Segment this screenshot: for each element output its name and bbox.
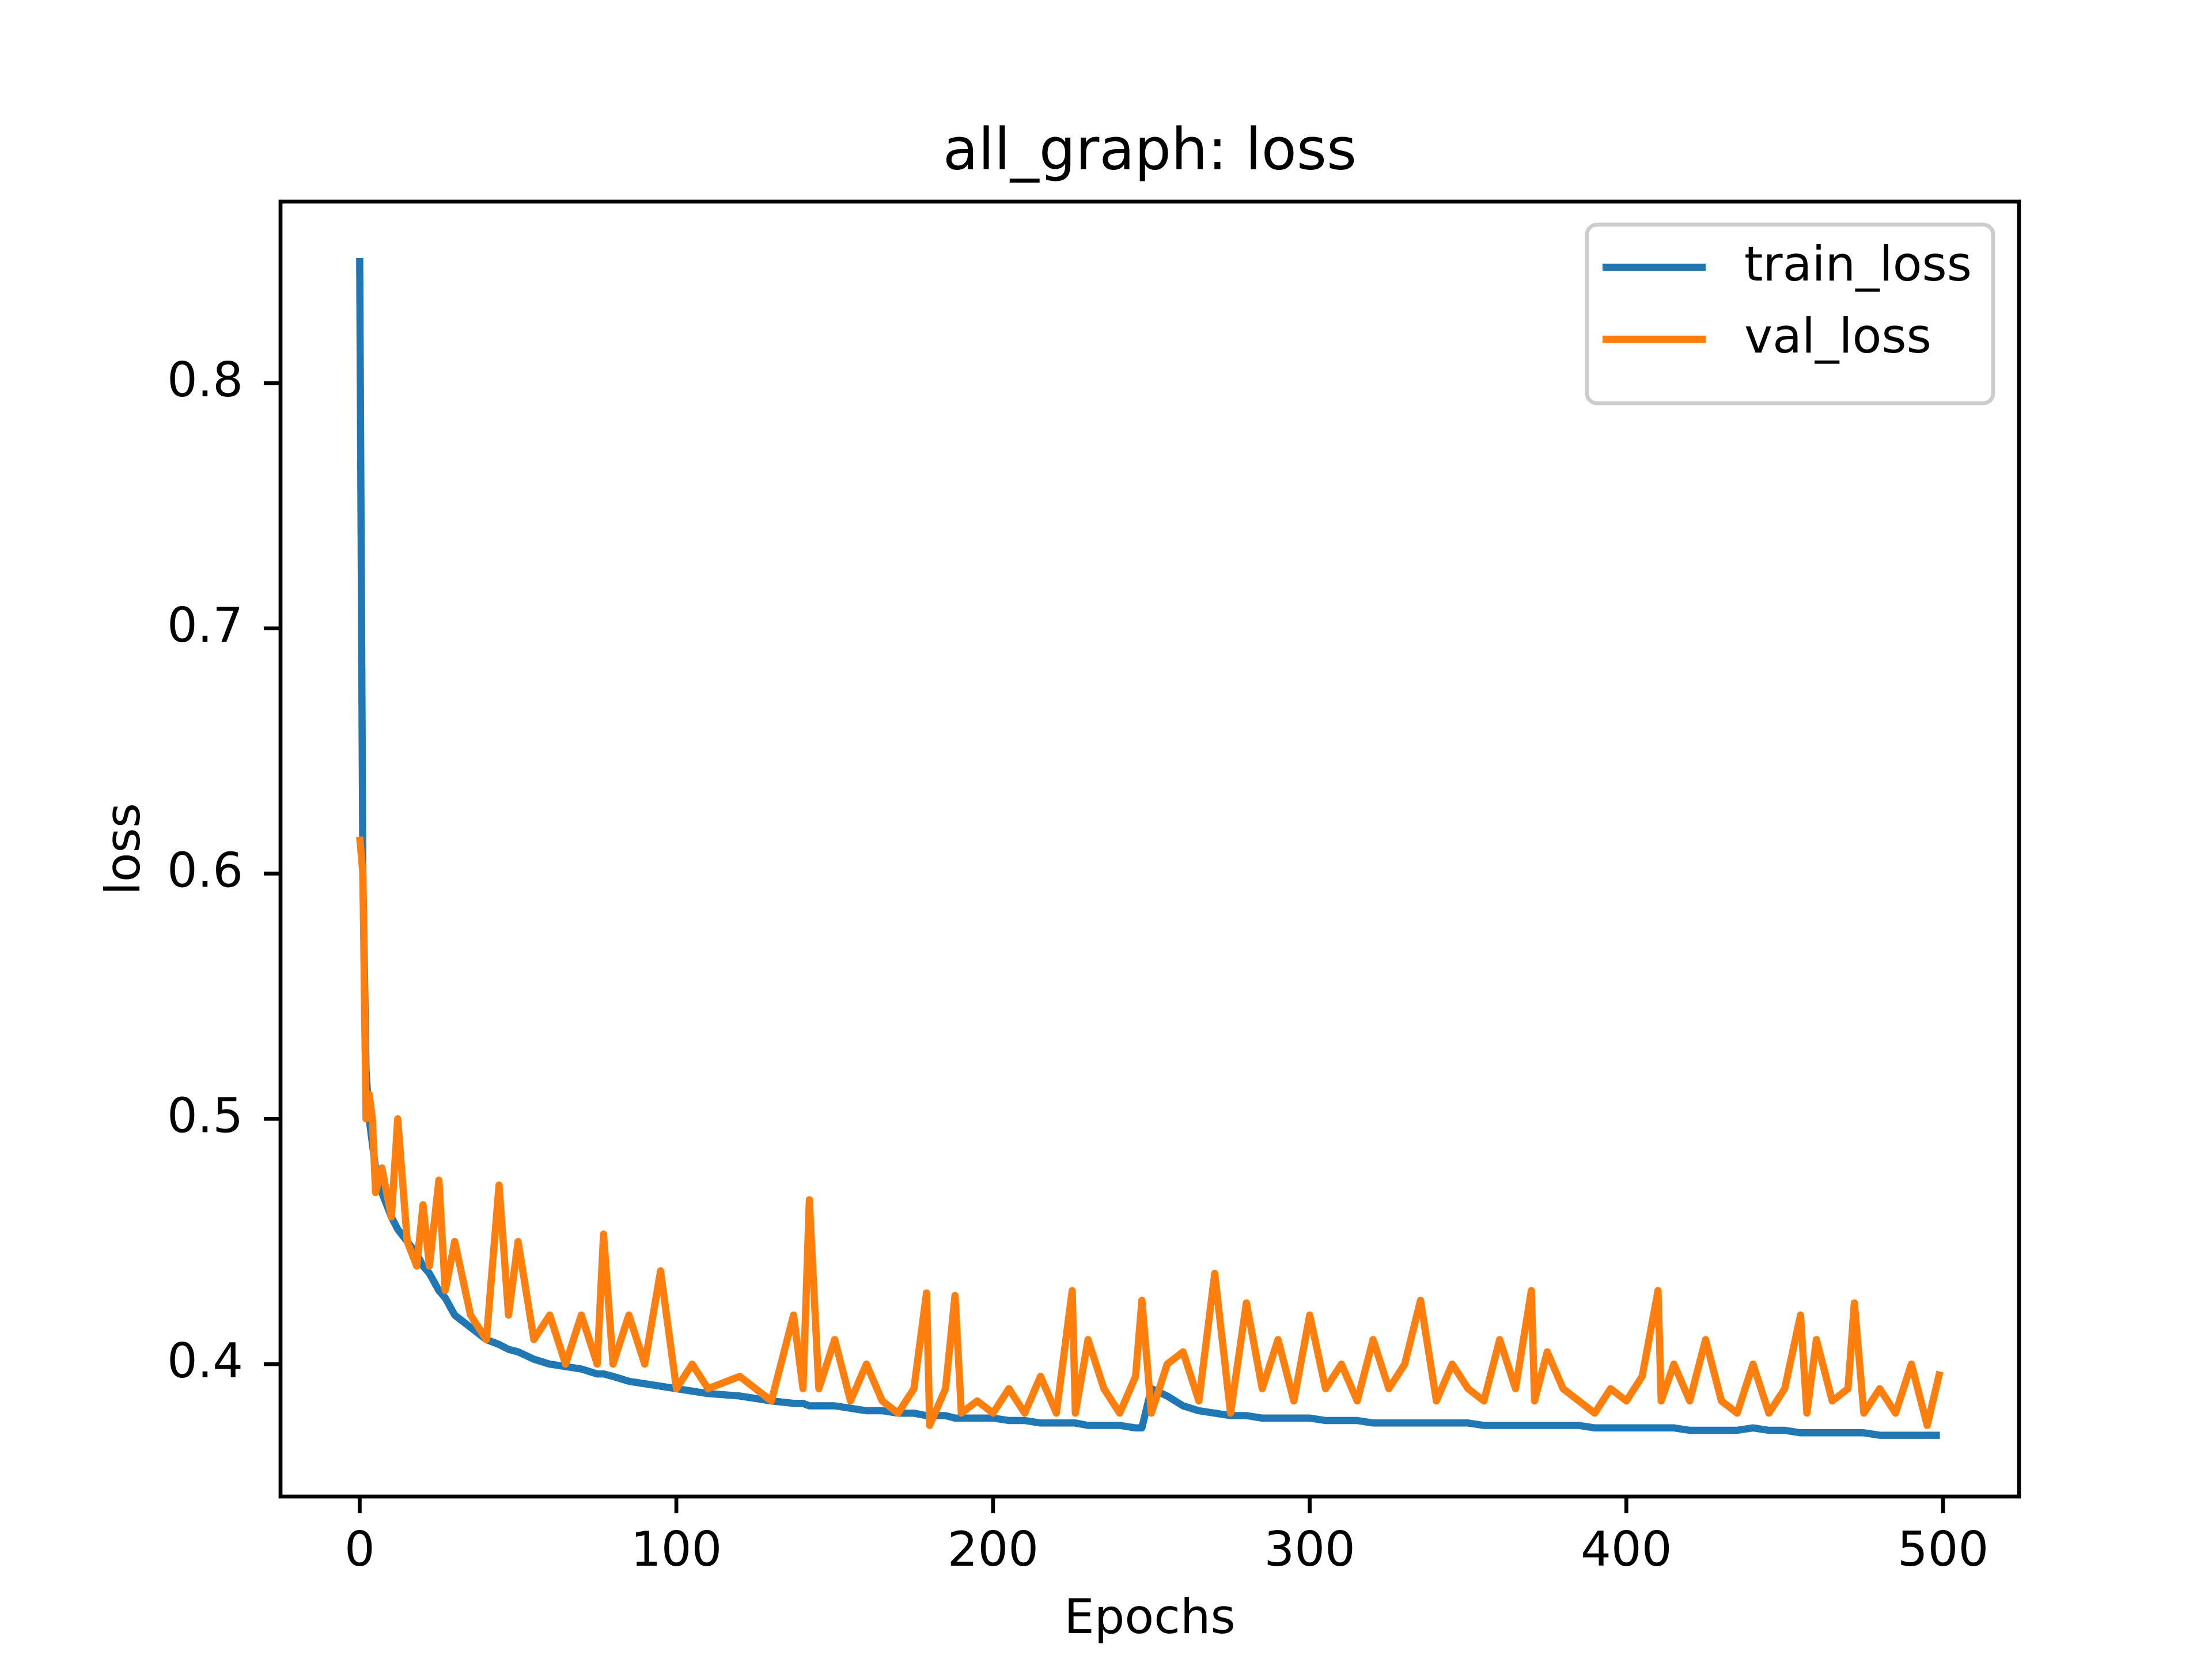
data-line [356, 257, 1940, 1439]
chart-title: all_graph: loss [943, 115, 1357, 183]
y-tick-label: 0.4 [167, 1333, 243, 1389]
y-tick-label: 0.8 [167, 352, 243, 408]
legend-label: train_loss [1744, 236, 1972, 292]
x-tick-label: 100 [631, 1521, 722, 1577]
data-line [356, 836, 1944, 1429]
x-axis-label: Epochs [1064, 1589, 1235, 1645]
y-tick-label: 0.6 [167, 843, 243, 899]
x-tick-label: 300 [1264, 1521, 1355, 1577]
legend-label: val_loss [1744, 308, 1931, 364]
x-tick-label: 0 [344, 1521, 375, 1577]
axes-frame [278, 199, 2021, 1499]
x-tick-label: 500 [1897, 1521, 1988, 1577]
x-tick-label: 400 [1581, 1521, 1672, 1577]
y-axis-label: loss [95, 803, 151, 895]
y-tick-label: 0.7 [167, 597, 243, 653]
y-tick-label: 0.5 [167, 1088, 243, 1143]
x-tick-label: 200 [948, 1521, 1039, 1577]
